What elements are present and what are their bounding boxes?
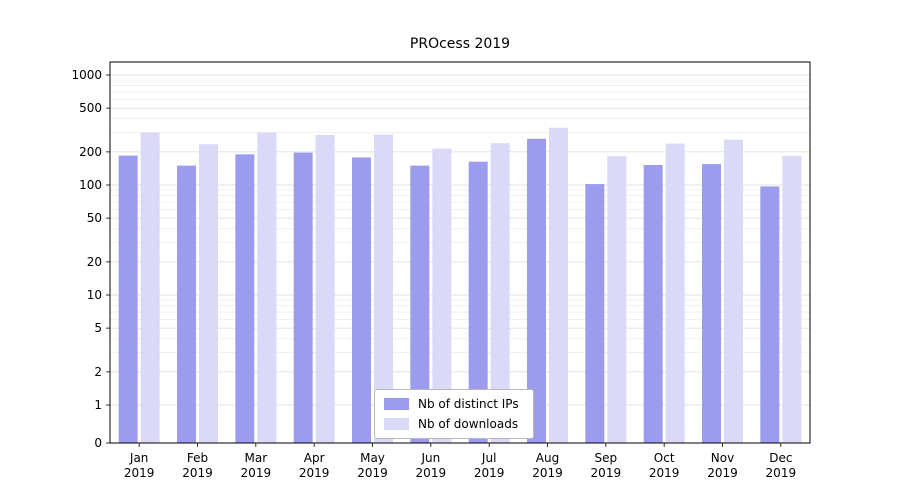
bar-distinct-ips-oct xyxy=(643,164,663,444)
x-tick-label-month: Mar xyxy=(245,451,268,465)
bar-distinct-ips-dec xyxy=(760,186,780,443)
x-tick-label-year: 2019 xyxy=(357,466,388,480)
x-tick-label-year: 2019 xyxy=(241,466,272,480)
bar-downloads-mar xyxy=(257,132,277,443)
y-tick-label: 5 xyxy=(94,321,102,335)
bar-distinct-ips-apr xyxy=(293,152,313,444)
y-tick-label: 500 xyxy=(79,101,102,115)
legend: Nb of distinct IPs Nb of downloads xyxy=(374,389,534,439)
y-tick-label: 2 xyxy=(94,365,102,379)
x-tick-label-year: 2019 xyxy=(532,466,563,480)
bar-distinct-ips-jul xyxy=(468,161,488,443)
bar-distinct-ips-mar xyxy=(235,154,255,443)
bar-distinct-ips-feb xyxy=(177,165,196,444)
bar-distinct-ips-nov xyxy=(702,164,721,443)
legend-swatch-downloads xyxy=(384,418,409,430)
bar-downloads-may xyxy=(374,134,393,443)
bar-downloads-apr xyxy=(315,134,335,443)
x-tick-label-month: Nov xyxy=(711,451,734,465)
x-tick-label-month: Sep xyxy=(595,451,618,465)
x-tick-label-month: Oct xyxy=(654,451,675,465)
x-tick-label-month: Apr xyxy=(304,451,325,465)
legend-swatch-distinct-ips xyxy=(384,398,409,410)
bar-distinct-ips-jun xyxy=(410,165,430,444)
bar-distinct-ips-aug xyxy=(527,138,546,443)
bar-downloads-sep xyxy=(607,156,627,444)
x-tick-label-month: Aug xyxy=(536,451,559,465)
bar-downloads-nov xyxy=(724,139,743,443)
x-tick-label-month: Feb xyxy=(187,451,208,465)
x-tick-label-month: Dec xyxy=(769,451,792,465)
y-tick-label: 50 xyxy=(87,211,102,225)
x-tick-label-year: 2019 xyxy=(474,466,505,480)
x-tick-label-year: 2019 xyxy=(766,466,797,480)
x-tick-label-year: 2019 xyxy=(299,466,330,480)
bar-distinct-ips-jan xyxy=(118,155,138,443)
legend-label-distinct-ips: Nb of distinct IPs xyxy=(418,397,519,411)
y-tick-label: 0 xyxy=(94,436,102,450)
x-tick-label-year: 2019 xyxy=(124,466,155,480)
x-tick-label-year: 2019 xyxy=(649,466,680,480)
bar-downloads-feb xyxy=(199,144,218,443)
bar-distinct-ips-may xyxy=(352,157,371,443)
bar-downloads-dec xyxy=(782,155,802,443)
x-tick-label-year: 2019 xyxy=(707,466,738,480)
legend-item-distinct-ips: Nb of distinct IPs xyxy=(384,397,519,411)
y-tick-label: 1 xyxy=(94,398,102,412)
bar-downloads-oct xyxy=(665,143,685,443)
x-tick-label-month: Jan xyxy=(129,451,149,465)
bar-downloads-aug xyxy=(549,127,568,444)
y-tick-label: 10 xyxy=(87,288,102,302)
x-tick-label-month: May xyxy=(360,451,385,465)
x-tick-label-year: 2019 xyxy=(591,466,622,480)
x-tick-label-year: 2019 xyxy=(416,466,447,480)
bar-downloads-jul xyxy=(490,143,510,443)
bar-distinct-ips-sep xyxy=(585,184,605,443)
y-tick-label: 20 xyxy=(87,255,102,269)
x-tick-label-month: Jun xyxy=(420,451,440,465)
x-tick-label-year: 2019 xyxy=(182,466,213,480)
y-tick-label: 100 xyxy=(79,178,102,192)
legend-label-downloads: Nb of downloads xyxy=(418,417,519,431)
x-tick-label-month: Jul xyxy=(481,451,496,465)
legend-item-downloads: Nb of downloads xyxy=(384,417,519,431)
plot-frame xyxy=(109,61,811,444)
bar-downloads-jan xyxy=(140,132,160,443)
y-tick-label: 200 xyxy=(79,145,102,159)
y-tick-label: 1000 xyxy=(71,68,102,82)
chart-title: PROcess 2019 xyxy=(409,36,511,52)
bar-downloads-jun xyxy=(432,148,452,443)
